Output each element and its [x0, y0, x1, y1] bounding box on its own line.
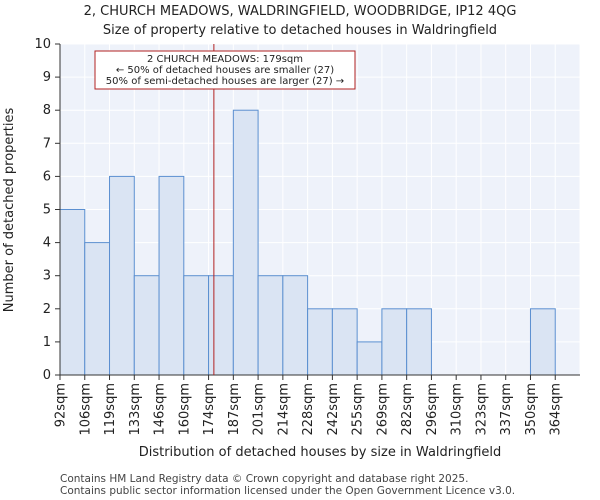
- bar-255sqm: [356, 341, 383, 376]
- y-tick-label: 1: [43, 335, 51, 350]
- y-tick-label: 10: [34, 37, 51, 52]
- x-axis-label: Distribution of detached houses by size …: [139, 445, 502, 460]
- x-tick-label: 350sqm: [524, 383, 539, 436]
- y-tick-label: 7: [43, 136, 51, 151]
- bar-201sqm: [257, 275, 284, 376]
- x-tick-label: 337sqm: [499, 383, 514, 436]
- annotation-box: [94, 50, 356, 90]
- chart-subtitle: Size of property relative to detached ho…: [103, 23, 497, 38]
- x-tick-label: 92sqm: [54, 383, 69, 427]
- bar-242sqm: [331, 308, 358, 376]
- x-tick-label: 310sqm: [450, 383, 465, 436]
- bars: [59, 109, 556, 376]
- annotation-line-2: ← 50% of detached houses are smaller (27…: [116, 65, 334, 76]
- y-tick-label: 8: [43, 103, 51, 118]
- bar-350sqm: [529, 308, 556, 376]
- bar-214sqm: [282, 275, 309, 376]
- y-tick-label: 5: [43, 203, 51, 218]
- y-tick-label: 0: [43, 368, 51, 383]
- bar-187sqm: [232, 109, 259, 376]
- x-tick-label: 282sqm: [400, 383, 415, 436]
- bar-269sqm: [381, 308, 408, 376]
- bar-133sqm: [133, 275, 160, 376]
- footer-line-2: Contains public sector information licen…: [60, 485, 515, 497]
- y-tick-label: 9: [43, 70, 51, 85]
- x-tick-label: 364sqm: [549, 383, 564, 436]
- y-tick-label: 4: [43, 236, 51, 251]
- bar-146sqm: [158, 175, 185, 376]
- bar-174sqm: [208, 275, 234, 376]
- x-tick-label: 323sqm: [474, 383, 489, 436]
- x-tick-label: 201sqm: [252, 383, 267, 436]
- y-tick-label: 6: [43, 169, 51, 184]
- x-tick-label: 242sqm: [326, 383, 341, 436]
- x-tick-label: 146sqm: [153, 383, 168, 436]
- bar-92sqm: [59, 209, 86, 376]
- x-tick-label: 119sqm: [103, 383, 118, 436]
- axes: [59, 44, 580, 376]
- x-axis-ticks: 92sqm 106sqm 119sqm 133sqm 146sqm 160sqm 174sq…: [54, 375, 564, 436]
- x-tick-label: 255sqm: [351, 383, 366, 436]
- bar-160sqm: [183, 275, 210, 376]
- y-tick-label: 2: [43, 302, 51, 317]
- footer-line-1: Contains HM Land Registry data © Crown c…: [60, 473, 468, 485]
- x-tick-label: 106sqm: [78, 383, 93, 436]
- y-tick-label: 3: [43, 269, 51, 284]
- y-axis-ticks: 0 1 2 3 4 5 6 7 8 9 10: [34, 37, 60, 383]
- bar-228sqm: [307, 308, 333, 376]
- x-tick-label: 296sqm: [425, 383, 440, 436]
- x-tick-label: 269sqm: [375, 383, 390, 436]
- chart-title: 2, CHURCH MEADOWS, WALDRINGFIELD, WOODBR…: [84, 4, 517, 19]
- x-tick-label: 228sqm: [301, 383, 316, 436]
- x-tick-label: 174sqm: [202, 383, 217, 436]
- x-tick-label: 214sqm: [276, 383, 291, 436]
- x-tick-label: 133sqm: [128, 383, 143, 436]
- x-tick-label: 187sqm: [227, 383, 242, 436]
- x-tick-label: 160sqm: [177, 383, 192, 436]
- bar-282sqm: [406, 308, 432, 376]
- y-axis-label: Number of detached properties: [2, 108, 17, 313]
- bar-119sqm: [109, 175, 135, 376]
- annotation-line-1: 2 CHURCH MEADOWS: 179sqm: [147, 54, 303, 65]
- annotation-line-3: 50% of semi-detached houses are larger (…: [106, 76, 344, 87]
- bar-106sqm: [84, 242, 111, 376]
